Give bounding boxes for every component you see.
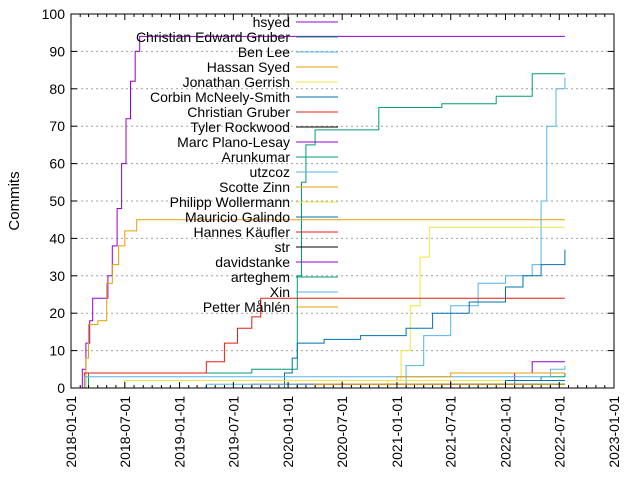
legend-label: arteghem [231,269,290,285]
y-tick-label: 90 [49,43,65,59]
x-tick-label: 2020-01-01 [280,396,296,468]
x-tick-label: 2022-01-01 [497,396,513,468]
y-tick-label: 30 [49,268,65,284]
legend-label: Hassan Syed [207,59,290,75]
legend-label: Corbin McNeely-Smith [150,89,290,105]
series-line-16 [541,383,565,389]
x-tick-label: 2019-07-01 [225,396,241,468]
legend-label: hsyed [253,14,290,30]
series-line-6 [80,297,565,389]
legend-label: Tyler Rockwood [190,119,290,135]
legend-label: Petter Måhlén [203,299,290,315]
y-axis-title: Commits [6,171,23,230]
legend-label: Marc Plano-Lesay [177,134,290,150]
series-line-10 [80,365,566,389]
series-line-5 [278,249,566,389]
series-line-4 [369,226,565,389]
series-line-2 [396,77,566,389]
y-tick-label: 60 [49,156,65,172]
y-tick-label: 70 [49,118,65,134]
y-tick-label: 80 [49,81,65,97]
x-tick-label: 2021-01-01 [389,396,405,468]
x-tick-label: 2020-07-01 [334,396,350,468]
series-line-0 [80,35,565,389]
legend-label: utzcoz [250,164,290,180]
y-tick-label: 10 [49,343,65,359]
series-line-14 [242,383,565,389]
x-tick-label: 2018-07-01 [117,396,133,468]
legend-label: Xin [270,284,290,300]
legend-label: Jonathan Gerrish [183,74,290,90]
series-line-3 [80,219,565,389]
legend-label: Christian Edward Gruber [136,29,290,45]
legend-label: Philipp Wollermann [170,194,290,210]
y-tick-label: 100 [42,6,66,22]
x-tick-label: 2018-01-01 [63,396,79,468]
legend-label: Arunkumar [222,149,291,165]
y-tick-label: 40 [49,230,65,246]
grid [71,50,614,352]
x-tick-label: 2023-01-01 [606,396,622,468]
y-tick-label: 50 [49,193,65,209]
x-tick-label: 2021-07-01 [443,396,459,468]
legend-label: davidstanke [215,254,290,270]
series-line-1 [80,73,565,389]
legend-label: Scotte Zinn [219,179,290,195]
x-tick-label: 2019-01-01 [172,396,188,468]
axes: 0 10 20 30 40 50 60 70 80 90 100 2018-01-01 2018-07-… [42,6,622,468]
series-line-15 [432,383,565,389]
legend-label: Hannes Käufler [193,224,290,240]
series-line-19 [305,383,565,389]
legend-label: Ben Lee [238,44,290,60]
legend-label: Christian Gruber [187,104,290,120]
x-tick-label: 2022-07-01 [551,396,567,468]
legend-label: str [274,239,290,255]
y-tick-label: 0 [57,380,65,396]
legend-label: Mauricio Galindo [185,209,290,225]
series-line-17 [523,383,565,389]
y-tick-label: 20 [49,305,65,321]
